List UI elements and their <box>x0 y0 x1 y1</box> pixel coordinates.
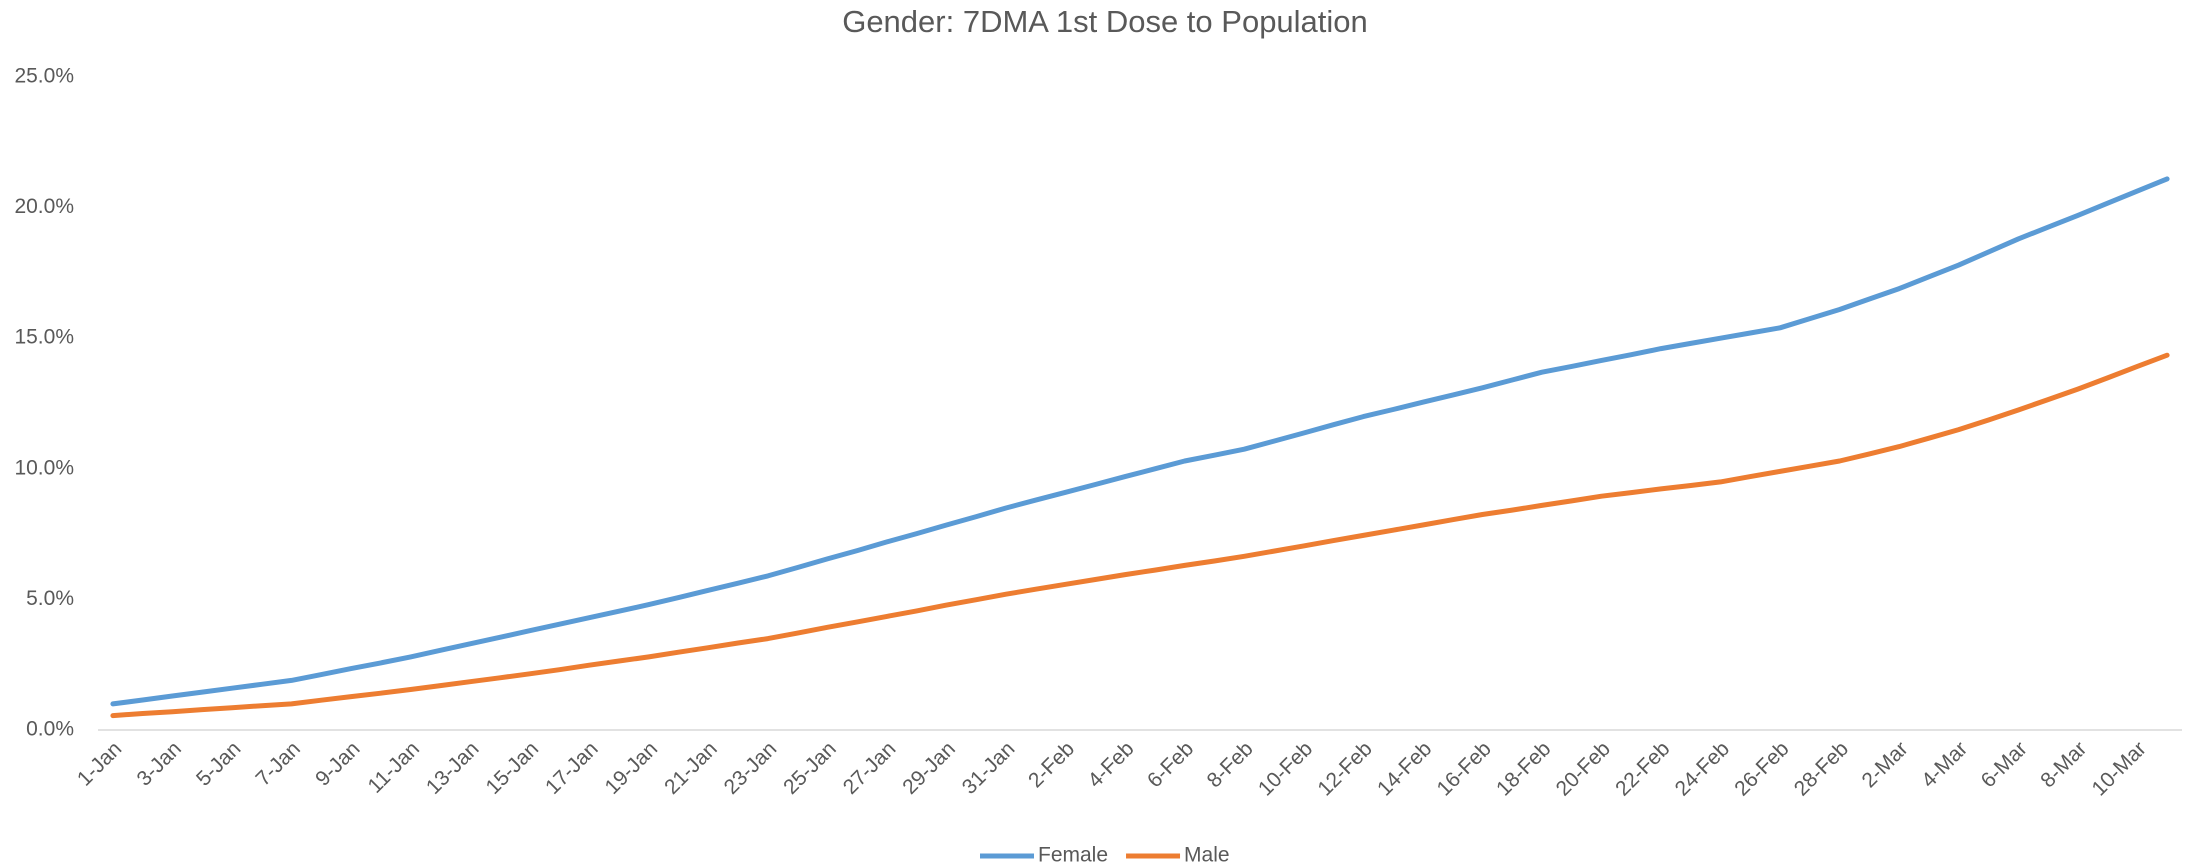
x-tick-label: 6-Feb <box>1143 737 1198 792</box>
x-tick-label: 7-Jan <box>252 737 305 790</box>
series-line <box>110 352 2170 719</box>
x-tick-label: 10-Mar <box>2087 737 2150 800</box>
x-tick-label: 15-Jan <box>481 737 543 799</box>
legend-label: Male <box>1184 844 1230 865</box>
legend-label: Female <box>1038 844 1108 865</box>
x-tick-label: 4-Feb <box>1084 737 1139 792</box>
x-tick-label: 9-Jan <box>311 737 364 790</box>
x-tick-label: 5-Jan <box>192 737 245 790</box>
x-tick-label: 4-Mar <box>1917 737 1972 792</box>
y-tick-label: 5.0% <box>26 587 74 610</box>
y-tick-label: 0.0% <box>26 718 74 741</box>
x-tick-label: 8-Mar <box>2036 737 2091 792</box>
x-tick-label: 18-Feb <box>1492 737 1555 800</box>
x-tick-label: 2-Feb <box>1024 737 1079 792</box>
y-tick-label: 15.0% <box>14 326 74 349</box>
x-tick-label: 2-Mar <box>1858 737 1913 792</box>
x-tick-label: 21-Jan <box>660 737 722 799</box>
x-tick-label: 28-Feb <box>1790 737 1853 800</box>
x-tick-label: 27-Jan <box>839 737 901 799</box>
x-tick-label: 11-Jan <box>363 737 424 798</box>
y-tick-label: 25.0% <box>14 65 74 88</box>
chart-title: Gender: 7DMA 1st Dose to Population <box>842 4 1368 39</box>
x-tick-label: 19-Jan <box>601 737 663 799</box>
x-tick-label: 14-Feb <box>1373 737 1436 800</box>
y-tick-label: 10.0% <box>14 456 74 479</box>
x-tick-label: 29-Jan <box>898 737 960 799</box>
x-tick-label: 8-Feb <box>1203 737 1258 792</box>
x-tick-label: 20-Feb <box>1552 737 1615 800</box>
x-tick-label: 10-Feb <box>1254 737 1317 800</box>
x-tick-label: 12-Feb <box>1313 737 1376 800</box>
x-tick-label: 23-Jan <box>720 737 782 799</box>
x-tick-label: 3-Jan <box>132 737 185 790</box>
x-tick-label: 6-Mar <box>1977 737 2032 792</box>
x-tick-label: 22-Feb <box>1611 737 1674 800</box>
x-tick-label: 26-Feb <box>1730 737 1793 800</box>
x-tick-label: 16-Feb <box>1433 737 1496 800</box>
x-tick-label: 13-Jan <box>422 737 484 799</box>
y-tick-label: 20.0% <box>14 195 74 218</box>
x-tick-label: 1-Jan <box>73 737 126 790</box>
x-tick-label: 17-Jan <box>541 737 603 799</box>
series-line <box>110 176 2170 707</box>
x-tick-label: 25-Jan <box>779 737 841 799</box>
x-tick-label: 31-Jan <box>958 737 1020 799</box>
x-tick-label: 24-Feb <box>1671 737 1734 800</box>
